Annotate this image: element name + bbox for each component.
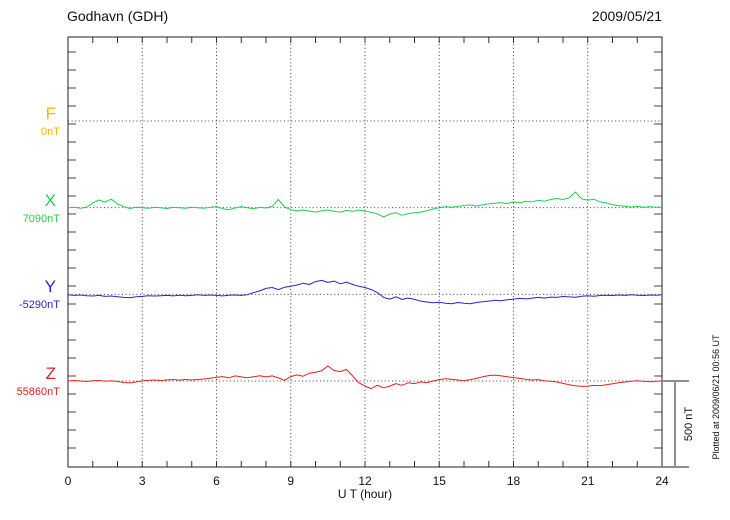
plot-frame [67,36,663,468]
x-tick-label-12: 12 [358,474,372,488]
channel-offset-X: 7090nT [22,212,60,225]
channel-letter-F: F [45,104,56,123]
plot-date: 2009/05/21 [591,8,662,24]
channel-letter-Y: Y [44,277,56,297]
channel-offset-F: 0nT [41,126,60,138]
x-tick-label-24: 24 [655,474,669,488]
plotted-at-note: Plotted at 2009/06/21 00:56 UT [711,334,721,460]
x-axis-label: U T (hour) [337,487,393,501]
x-tick-label-3: 3 [138,474,146,488]
scalebar-label: 500 nT [683,407,695,442]
channel-offset-Y: -5290nT [19,299,60,312]
x-tick-label-0: 0 [64,474,72,488]
plot-title: Godhavn (GDH) [67,8,169,24]
x-tick-label-6: 6 [213,474,220,488]
channel-offset-Z: 55860nT [16,386,60,398]
x-tick-label-21: 21 [581,474,595,488]
trace-Y [67,279,663,305]
x-tick-label-18: 18 [506,474,521,488]
channel-letter-Z: Z [45,364,56,383]
trace-Z [67,365,663,390]
trace-X [67,191,663,218]
x-tick-label-9: 9 [287,474,295,488]
x-tick-label-15: 15 [432,474,446,488]
plot-graphics [67,36,689,468]
channel-letter-X: X [44,190,56,210]
